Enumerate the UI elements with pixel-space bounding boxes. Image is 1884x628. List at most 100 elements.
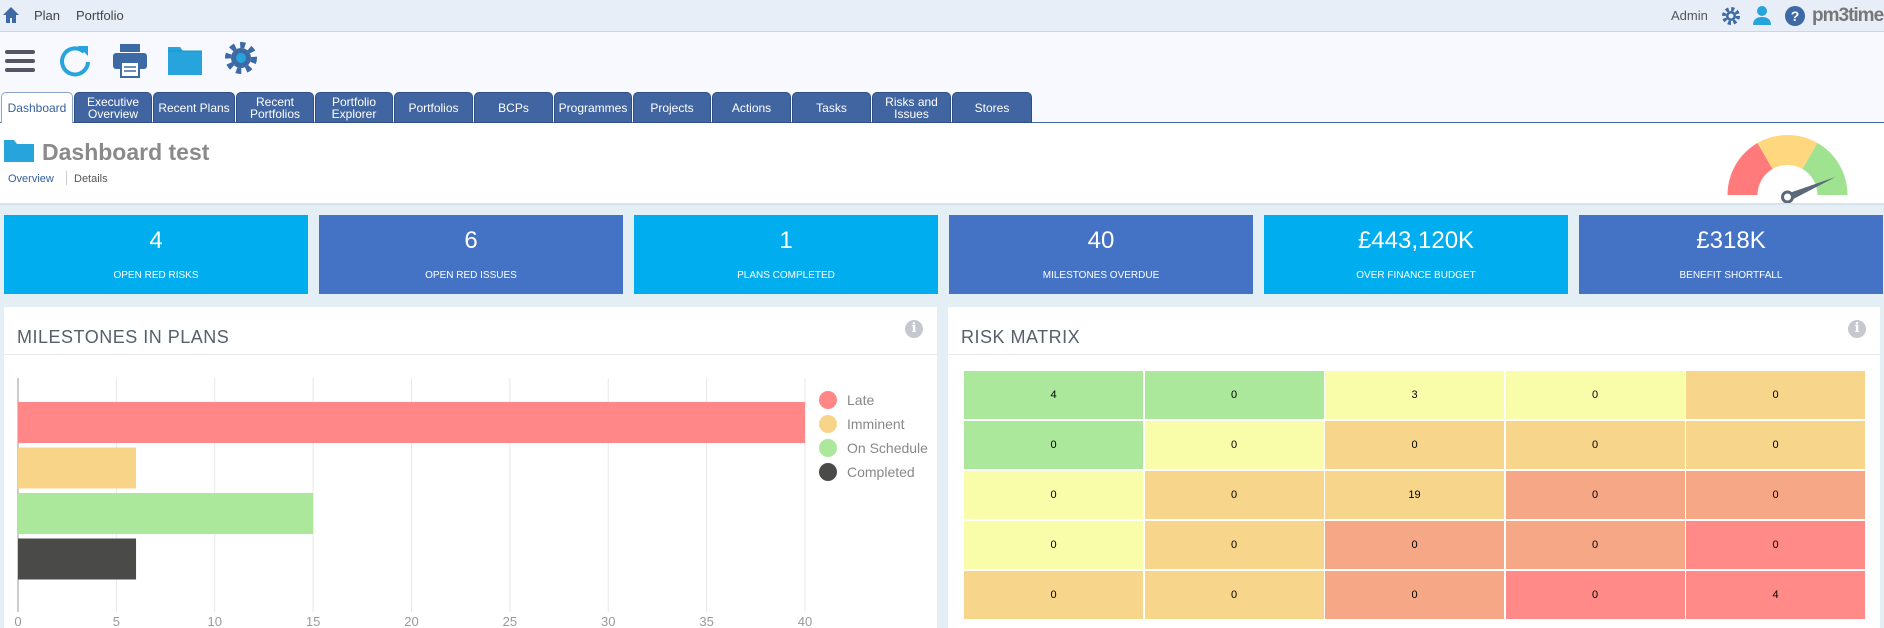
legend-item[interactable]: Completed (819, 463, 915, 481)
divider (66, 171, 67, 185)
menu-icon[interactable] (5, 46, 35, 76)
legend-swatch (819, 415, 837, 433)
milestones-chart: 0 5 10 15 20 25 30 35 40 (14, 378, 812, 628)
legend-item[interactable]: On Schedule (819, 439, 928, 457)
kpi-label: PLANS COMPLETED (737, 270, 835, 281)
kpi-label: OPEN RED RISKS (113, 270, 199, 281)
x-tick-label: 0 (14, 614, 21, 628)
gauge (1727, 134, 1848, 203)
link-details[interactable]: Details (74, 173, 108, 185)
tab-portfolios[interactable]: Portfolios (394, 92, 473, 123)
risk-cell[interactable]: 0 (964, 471, 1143, 519)
milestones-panel: MILESTONES IN PLANS i 0 5 10 15 20 25 30 35 40 L… (4, 307, 937, 628)
risk-cell[interactable]: 0 (1325, 571, 1504, 619)
tab-risks-and-issues[interactable]: Risks and Issues (872, 92, 951, 123)
breadcrumb-plan[interactable]: Plan (34, 8, 61, 23)
risk-cell[interactable]: 0 (1144, 471, 1324, 519)
risk-cell[interactable]: 0 (1144, 571, 1324, 619)
legend-swatch (819, 463, 837, 481)
x-tick-label: 5 (113, 614, 120, 628)
home-icon[interactable] (2, 6, 20, 24)
risk-cell[interactable]: 19 (1325, 471, 1504, 519)
risk-cell[interactable]: 0 (1505, 521, 1685, 569)
gauge-needle (1783, 177, 1836, 201)
bar-on-schedule[interactable] (18, 493, 314, 534)
risk-cell[interactable]: 0 (964, 571, 1143, 619)
page-header: Dashboard test Overview Details (0, 123, 1884, 205)
settings-icon[interactable] (223, 40, 259, 76)
risk-cell[interactable]: 0 (1686, 521, 1865, 569)
risk-cell[interactable]: 0 (1505, 571, 1685, 619)
risk-cell[interactable]: 0 (1686, 371, 1865, 419)
refresh-icon[interactable] (58, 42, 92, 80)
bar-late[interactable] (18, 402, 805, 443)
x-tick-label: 40 (798, 614, 812, 628)
kpi-tile[interactable]: £443,120K OVER FINANCE BUDGET (1264, 215, 1568, 294)
risk-cell[interactable]: 0 (1505, 371, 1685, 419)
x-tick-label: 25 (503, 614, 517, 628)
tab-stores[interactable]: Stores (952, 92, 1032, 123)
link-overview[interactable]: Overview (8, 173, 54, 185)
help-icon[interactable]: ? (1785, 6, 1805, 26)
kpi-value: 4 (149, 227, 163, 254)
user-name[interactable]: Admin (1671, 8, 1708, 23)
bar-completed[interactable] (18, 538, 137, 580)
print-icon[interactable] (112, 42, 148, 78)
x-tick-label: 35 (699, 614, 713, 628)
bar-imminent[interactable] (18, 447, 137, 489)
tab-projects[interactable]: Projects (633, 92, 711, 123)
tab-actions[interactable]: Actions (712, 92, 791, 123)
tab-tasks[interactable]: Tasks (792, 92, 871, 123)
kpi-value: 1 (779, 227, 793, 254)
tab-bar: Dashboard Executive Overview Recent Plans R… (0, 91, 1884, 124)
tab-programmes[interactable]: Programmes (554, 92, 632, 123)
tab-dashboard[interactable]: Dashboard (1, 92, 73, 124)
user-icon[interactable] (1752, 5, 1772, 25)
x-tick-label: 30 (601, 614, 615, 628)
risk-cell[interactable]: 0 (1144, 521, 1324, 569)
gear-icon[interactable] (1721, 6, 1741, 26)
info-icon[interactable]: i (1848, 320, 1866, 338)
kpi-value: £318K (1696, 227, 1766, 254)
tab-portfolio-explorer[interactable]: Portfolio Explorer (315, 92, 393, 123)
kpi-tile[interactable]: 1 PLANS COMPLETED (634, 215, 938, 294)
risk-matrix-panel: RISK MATRIX i 4 0 3 0 0 0 0 0 0 0 0 0 19 0 0 0 0 0 0 0 0 0 0 0 4 (948, 307, 1880, 628)
divider (948, 354, 1880, 355)
info-icon[interactable]: i (905, 320, 923, 338)
folder-icon[interactable] (167, 44, 203, 76)
logo: pm3time (1812, 5, 1884, 26)
legend-item[interactable]: Imminent (819, 415, 905, 433)
risk-cell[interactable]: 3 (1325, 371, 1504, 419)
risk-cell[interactable]: 4 (964, 371, 1143, 419)
risk-cell[interactable]: 0 (1325, 521, 1504, 569)
tab-recent-portfolios[interactable]: Recent Portfolios (236, 92, 314, 123)
risk-cell[interactable]: 0 (964, 421, 1143, 469)
kpi-value: £443,120K (1357, 227, 1475, 254)
risk-cell[interactable]: 0 (1505, 421, 1685, 469)
x-tick-label: 20 (404, 614, 418, 628)
kpi-tile[interactable]: 4 OPEN RED RISKS (4, 215, 308, 294)
tab-recent-plans[interactable]: Recent Plans (153, 92, 235, 123)
risk-cell[interactable]: 0 (1144, 371, 1324, 419)
kpi-tile[interactable]: 6 OPEN RED ISSUES (319, 215, 623, 294)
x-tick-label: 10 (208, 614, 222, 628)
tab-bcps[interactable]: BCPs (474, 92, 553, 123)
risk-cell[interactable]: 0 (1505, 471, 1685, 519)
kpi-tile[interactable]: £318K BENEFIT SHORTFALL (1579, 215, 1883, 294)
risk-cell[interactable]: 0 (1144, 421, 1324, 469)
kpi-value: 40 (1087, 227, 1115, 254)
tab-executive-overview[interactable]: Executive Overview (74, 92, 152, 123)
kpi-tile[interactable]: 40 MILESTONES OVERDUE (949, 215, 1253, 294)
risk-cell[interactable]: 0 (1686, 421, 1865, 469)
risk-cell[interactable]: 0 (1325, 421, 1504, 469)
legend-label: Completed (847, 464, 915, 480)
legend-item[interactable]: Late (819, 391, 874, 409)
breadcrumb-portfolio[interactable]: Portfolio (76, 8, 124, 23)
page-title: Dashboard test (42, 139, 210, 165)
toolbar (0, 32, 1884, 91)
divider (4, 354, 937, 355)
risk-cell[interactable]: 0 (964, 521, 1143, 569)
risk-cell[interactable]: 0 (1686, 471, 1865, 519)
risk-cell[interactable]: 4 (1686, 571, 1865, 619)
kpi-label: BENEFIT SHORTFALL (1679, 270, 1783, 281)
